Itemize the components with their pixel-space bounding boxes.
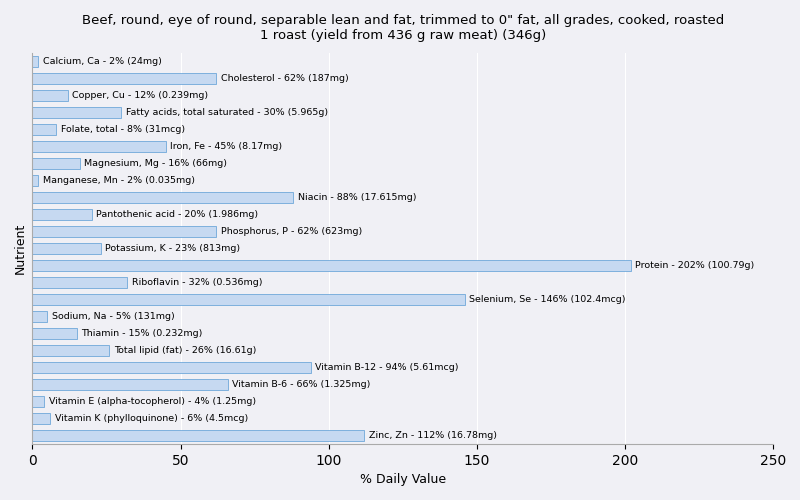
Bar (33, 124, 56, 135)
Text: Folate, total - 8% (31mcg): Folate, total - 8% (31mcg) (61, 125, 185, 134)
Text: Manganese, Mn - 2% (0.035mg): Manganese, Mn - 2% (0.035mg) (43, 176, 195, 185)
Text: Vitamin E (alpha-tocopherol) - 4% (1.25mg): Vitamin E (alpha-tocopherol) - 4% (1.25m… (49, 397, 256, 406)
Text: Vitamin K (phylloquinone) - 6% (4.5mcg): Vitamin K (phylloquinone) - 6% (4.5mcg) (54, 414, 248, 423)
Text: Thiamin - 15% (0.232mg): Thiamin - 15% (0.232mg) (82, 329, 202, 338)
Bar (33, 141, 166, 152)
Text: Copper, Cu - 12% (0.239mg): Copper, Cu - 12% (0.239mg) (73, 91, 209, 100)
Text: Zinc, Zn - 112% (16.78mg): Zinc, Zn - 112% (16.78mg) (369, 431, 497, 440)
Text: Vitamin B-12 - 94% (5.61mcg): Vitamin B-12 - 94% (5.61mcg) (315, 363, 459, 372)
X-axis label: % Daily Value: % Daily Value (360, 473, 446, 486)
Text: Cholesterol - 62% (187mg): Cholesterol - 62% (187mg) (221, 74, 348, 83)
Y-axis label: Nutrient: Nutrient (14, 222, 27, 274)
Text: Riboflavin - 32% (0.536mg): Riboflavin - 32% (0.536mg) (132, 278, 262, 287)
Text: Magnesium, Mg - 16% (66mg): Magnesium, Mg - 16% (66mg) (84, 159, 227, 168)
Text: Total lipid (fat) - 26% (16.61g): Total lipid (fat) - 26% (16.61g) (114, 346, 256, 355)
Text: Sodium, Na - 5% (131mg): Sodium, Na - 5% (131mg) (52, 312, 174, 321)
Text: Vitamin B-6 - 66% (1.325mg): Vitamin B-6 - 66% (1.325mg) (232, 380, 370, 389)
Bar (33, 260, 631, 271)
Bar (33, 362, 311, 373)
Bar (33, 379, 228, 390)
Bar (33, 277, 127, 288)
Bar (33, 430, 364, 441)
Bar (33, 56, 38, 67)
Text: Iron, Fe - 45% (8.17mg): Iron, Fe - 45% (8.17mg) (170, 142, 282, 151)
Bar (33, 90, 68, 101)
Bar (33, 294, 465, 305)
Bar (33, 413, 50, 424)
Bar (33, 311, 47, 322)
Bar (33, 328, 77, 339)
Title: Beef, round, eye of round, separable lean and fat, trimmed to 0" fat, all grades: Beef, round, eye of round, separable lea… (82, 14, 724, 42)
Text: Selenium, Se - 146% (102.4mcg): Selenium, Se - 146% (102.4mcg) (470, 295, 626, 304)
Bar (33, 209, 92, 220)
Bar (33, 396, 44, 407)
Text: Fatty acids, total saturated - 30% (5.965g): Fatty acids, total saturated - 30% (5.96… (126, 108, 328, 117)
Bar (33, 107, 122, 118)
Text: Niacin - 88% (17.615mg): Niacin - 88% (17.615mg) (298, 193, 416, 202)
Bar (33, 73, 216, 84)
Bar (33, 158, 80, 169)
Text: Calcium, Ca - 2% (24mg): Calcium, Ca - 2% (24mg) (43, 57, 162, 66)
Bar (33, 175, 38, 186)
Bar (33, 345, 110, 356)
Text: Protein - 202% (100.79g): Protein - 202% (100.79g) (635, 261, 754, 270)
Bar (33, 192, 293, 203)
Text: Pantothenic acid - 20% (1.986mg): Pantothenic acid - 20% (1.986mg) (96, 210, 258, 219)
Text: Phosphorus, P - 62% (623mg): Phosphorus, P - 62% (623mg) (221, 227, 362, 236)
Bar (33, 243, 101, 254)
Text: Potassium, K - 23% (813mg): Potassium, K - 23% (813mg) (105, 244, 240, 253)
Bar (33, 226, 216, 237)
